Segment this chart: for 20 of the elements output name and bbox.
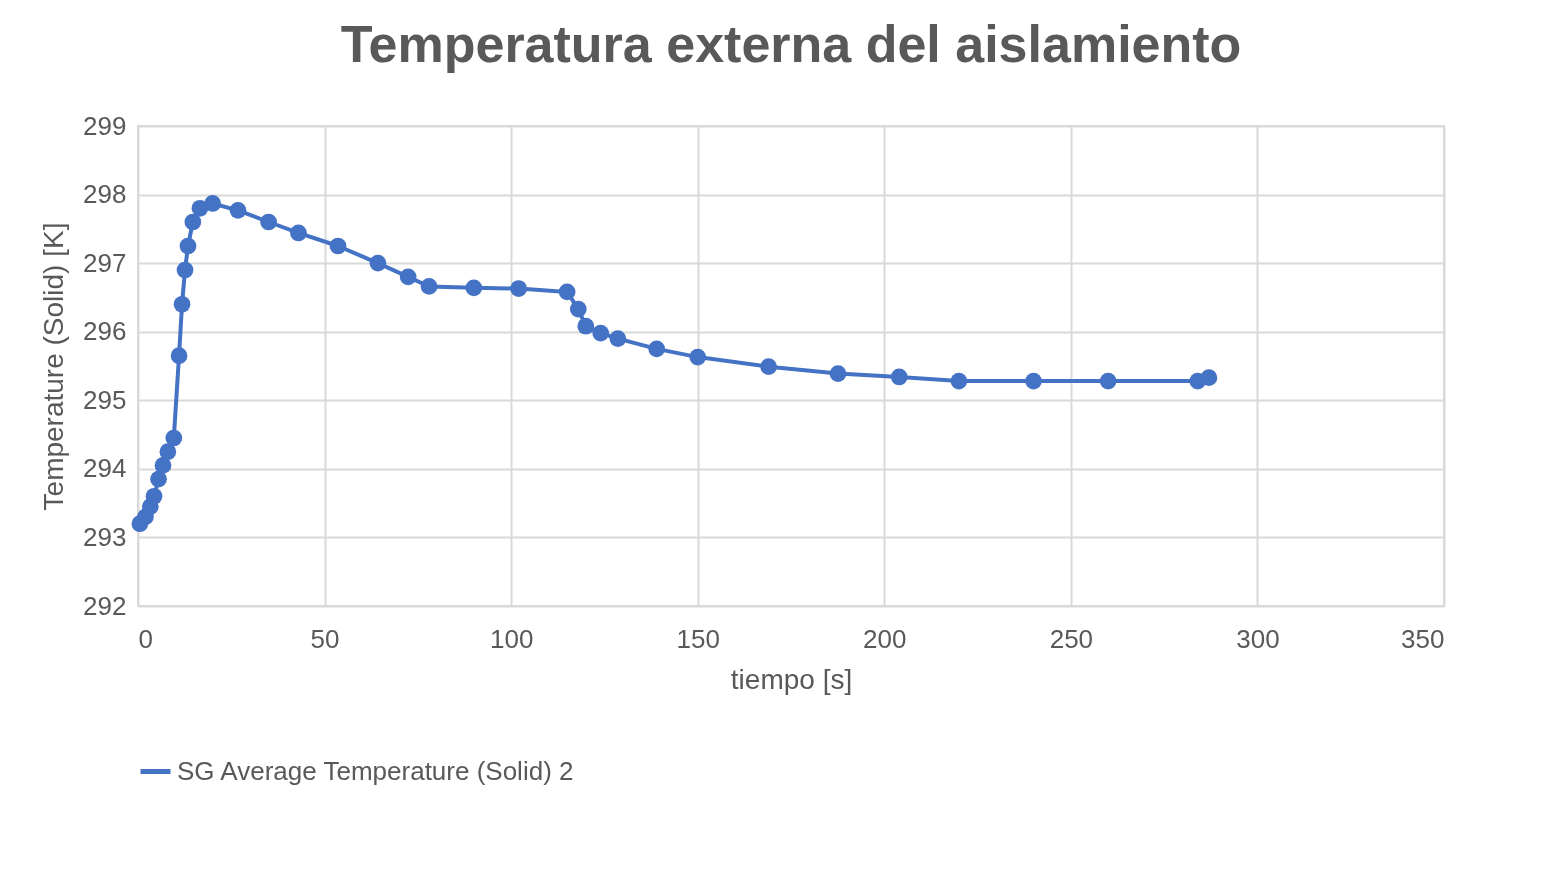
chart-title: Temperatura externa del aislamiento bbox=[340, 15, 1242, 73]
y-tick-label: 297 bbox=[83, 247, 127, 278]
y-tick-label: 299 bbox=[83, 110, 127, 141]
x-tick-label: 100 bbox=[489, 623, 534, 654]
y-tick-label: 295 bbox=[83, 384, 127, 415]
x-tick-label: 350 bbox=[1401, 623, 1445, 654]
y-tick-label: 298 bbox=[83, 179, 127, 210]
y-tick-label: 296 bbox=[83, 316, 127, 347]
y-tick-label: 294 bbox=[83, 453, 127, 484]
x-tick-label: 250 bbox=[1049, 623, 1094, 654]
x-tick-label: 150 bbox=[676, 623, 720, 654]
y-axis-title: Temperature (Solid) [K] bbox=[38, 222, 70, 511]
y-tick-label: 293 bbox=[83, 521, 127, 552]
x-tick-label: 0 bbox=[138, 623, 153, 654]
y-tick-label: 292 bbox=[83, 590, 127, 621]
legend-label: SG Average Temperature (Solid) 2 bbox=[177, 755, 574, 786]
x-tick-label: 200 bbox=[863, 623, 907, 654]
x-tick-label: 300 bbox=[1236, 623, 1280, 654]
x-tick-label: 50 bbox=[310, 623, 340, 654]
x-axis-title: tiempo [s] bbox=[730, 663, 853, 695]
